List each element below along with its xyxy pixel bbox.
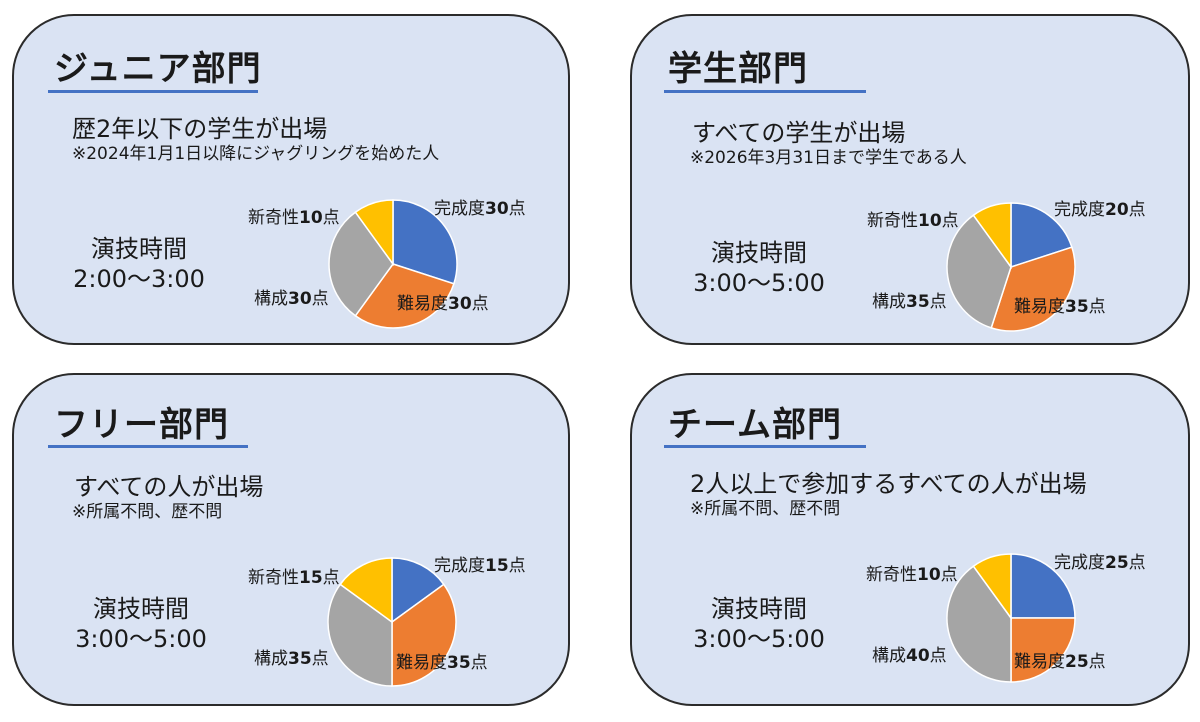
pie-label-novelty: 新奇性10点: [867, 211, 959, 231]
time-label: 演技時間: [93, 595, 189, 623]
time-range: 2:00～3:00: [73, 265, 205, 293]
title-underline: [48, 90, 258, 93]
pie-slice-structure: [327, 583, 393, 687]
score-pie-chart: [328, 199, 458, 329]
time-range: 3:00～5:00: [75, 625, 207, 653]
pie-slice-structure: [946, 214, 1012, 329]
pie-slice-structure: [946, 565, 1012, 683]
pie-label-completeness: 完成度15点: [434, 556, 526, 576]
pie-slice-difficulty: [354, 263, 455, 329]
eligibility-note: ※2024年1月1日以降にジャグリングを始めた人: [72, 144, 440, 164]
eligibility-text: 2人以上で参加するすべての人が出場: [690, 470, 1087, 498]
score-pie-chart: [946, 202, 1076, 332]
division-title: 学生部門: [668, 49, 808, 89]
division-card-junior: ジュニア部門 歴2年以下の学生が出場 ※2024年1月1日以降にジャグリングを始…: [12, 14, 570, 345]
pie-slice-difficulty: [391, 583, 457, 687]
pie-slice-completeness: [392, 199, 458, 285]
pie-slice-difficulty: [990, 246, 1076, 332]
pie-label-novelty: 新奇性15点: [248, 568, 340, 588]
pie-label-novelty: 新奇性10点: [248, 208, 340, 228]
pie-slice-novelty: [354, 199, 394, 267]
score-pie-chart: [946, 553, 1076, 683]
pie-slice-difficulty: [1010, 617, 1076, 683]
performance-time: 演技時間 3:00～5:00: [674, 238, 844, 298]
title-underline: [48, 445, 248, 448]
performance-time: 演技時間 2:00～3:00: [54, 234, 224, 294]
eligibility-text: すべての人が出場: [74, 473, 264, 501]
eligibility-note: ※2026年3月31日まで学生である人: [690, 148, 967, 168]
pie-slice-completeness: [1010, 202, 1073, 269]
time-label: 演技時間: [91, 235, 187, 263]
pie-label-structure: 構成35点: [254, 649, 329, 669]
division-card-free: フリー部門 すべての人が出場 ※所属不問、歴不問 演技時間 3:00～5:00 …: [12, 373, 570, 706]
title-underline: [664, 445, 866, 448]
pie-label-structure: 構成30点: [254, 289, 329, 309]
pie-label-difficulty: 難易度25点: [1014, 652, 1106, 672]
pie-slice-novelty: [972, 202, 1012, 270]
pie-slice-structure: [328, 211, 394, 317]
pie-label-novelty: 新奇性10点: [866, 565, 958, 585]
pie-label-completeness: 完成度25点: [1054, 553, 1146, 573]
time-label: 演技時間: [711, 239, 807, 267]
pie-label-difficulty: 難易度35点: [1014, 297, 1106, 317]
pie-label-completeness: 完成度20点: [1054, 200, 1146, 220]
time-range: 3:00～5:00: [693, 625, 825, 653]
time-range: 3:00～5:00: [693, 269, 825, 297]
eligibility-text: すべての学生が出場: [692, 119, 906, 147]
pie-label-structure: 構成35点: [872, 292, 947, 312]
pie-label-structure: 構成40点: [872, 646, 947, 666]
eligibility-text: 歴2年以下の学生が出場: [72, 115, 328, 143]
division-title: フリー部門: [54, 405, 229, 445]
pie-slice-completeness: [391, 557, 445, 624]
division-card-team: チーム部門 2人以上で参加するすべての人が出場 ※所属不問、歴不問 演技時間 3…: [630, 373, 1190, 706]
pie-slice-novelty: [339, 557, 393, 624]
pie-label-difficulty: 難易度30点: [397, 294, 489, 314]
title-underline: [664, 90, 866, 93]
eligibility-note: ※所属不問、歴不問: [72, 502, 223, 522]
score-pie-chart: [327, 557, 457, 687]
division-card-student: 学生部門 すべての学生が出場 ※2026年3月31日まで学生である人 演技時間 …: [630, 14, 1190, 345]
time-label: 演技時間: [711, 595, 807, 623]
pie-label-difficulty: 難易度35点: [396, 653, 488, 673]
performance-time: 演技時間 3:00～5:00: [674, 594, 844, 654]
performance-time: 演技時間 3:00～5:00: [56, 594, 226, 654]
division-title: ジュニア部門: [54, 49, 262, 89]
pie-slice-completeness: [1010, 553, 1076, 619]
eligibility-note: ※所属不問、歴不問: [690, 499, 841, 519]
pie-label-completeness: 完成度30点: [434, 199, 526, 219]
pie-slice-novelty: [972, 553, 1012, 621]
division-title: チーム部門: [668, 405, 842, 445]
